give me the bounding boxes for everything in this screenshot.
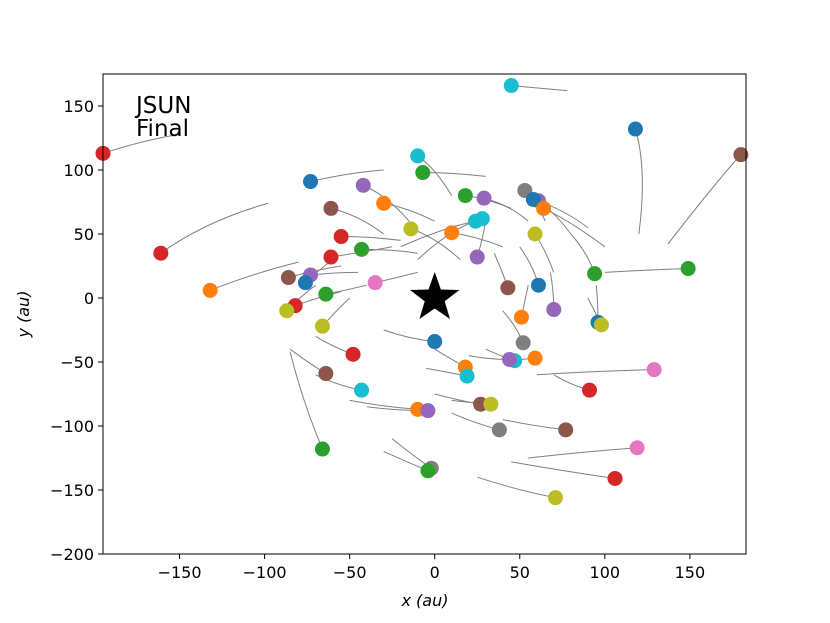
body-point <box>515 335 531 351</box>
trajectory-line <box>634 128 643 235</box>
y-axis-label: y (au) <box>14 291 33 339</box>
body-point <box>318 286 334 302</box>
trajectory-line <box>667 154 742 245</box>
y-tick-label: −200 <box>50 545 94 564</box>
body-point <box>318 366 334 382</box>
body-point <box>547 490 563 506</box>
y-tick-label: −100 <box>50 417 94 436</box>
trajectory-line <box>289 351 323 450</box>
body-point <box>323 249 339 265</box>
body-point <box>279 303 295 319</box>
body-point <box>546 302 562 318</box>
annotation-line-1: JSUN <box>134 93 191 119</box>
trajectory-line <box>604 268 689 273</box>
x-tick-label: −50 <box>333 563 367 582</box>
x-tick-label: 50 <box>510 563 530 582</box>
body-point <box>420 463 436 479</box>
y-tick-label: 150 <box>63 97 94 116</box>
body-point <box>427 334 443 350</box>
body-point <box>525 191 541 207</box>
body-point <box>536 200 552 216</box>
y-tick-label: −50 <box>60 353 94 372</box>
body-point <box>415 165 431 181</box>
annotation-line-2: Final <box>136 116 189 142</box>
body-point <box>410 148 426 164</box>
body-point <box>491 422 507 438</box>
body-point <box>314 441 330 457</box>
body-point <box>280 270 296 286</box>
x-tick-label: −100 <box>243 563 287 582</box>
trajectory-line <box>160 202 269 254</box>
body-point <box>593 317 609 333</box>
body-point <box>680 261 696 277</box>
star-marker <box>409 272 460 320</box>
trajectory-line <box>528 447 638 459</box>
x-tick-label: −150 <box>158 563 202 582</box>
body-point <box>355 177 371 193</box>
body-point <box>530 277 546 293</box>
trajectory-line <box>209 261 299 291</box>
body-point <box>202 282 218 298</box>
body-point <box>527 350 543 366</box>
body-point <box>314 318 330 334</box>
x-tick-label: 150 <box>675 563 706 582</box>
body-point <box>468 213 484 229</box>
y-tick-label: 0 <box>84 289 94 308</box>
body-point <box>420 403 436 419</box>
body-point <box>500 280 516 296</box>
y-tick-label: 50 <box>74 225 94 244</box>
x-axis: −150 −100 −50 0 50 100 150 <box>158 554 706 582</box>
trajectory-line <box>536 369 655 376</box>
y-tick-label: −150 <box>50 481 94 500</box>
body-point <box>367 275 383 291</box>
body-point <box>527 226 543 242</box>
body-point <box>483 396 499 412</box>
body-point <box>297 275 313 291</box>
body-point <box>376 195 392 211</box>
x-axis-label: x (au) <box>401 591 449 610</box>
body-point <box>403 221 419 237</box>
y-tick-label: 100 <box>63 161 94 180</box>
body-point <box>607 470 623 486</box>
body-point <box>457 188 473 204</box>
body-point <box>323 200 339 216</box>
body-point <box>502 351 518 367</box>
body-point <box>513 309 529 325</box>
body-point <box>503 78 519 94</box>
body-point <box>345 346 361 362</box>
trajectory-line <box>511 461 616 479</box>
y-axis: −200 −150 −100 −50 0 50 100 150 <box>50 97 103 564</box>
body-point <box>476 190 492 206</box>
point-layer <box>95 78 749 506</box>
body-point <box>469 249 485 265</box>
body-point <box>444 225 460 241</box>
body-point <box>354 241 370 257</box>
body-point <box>333 229 349 245</box>
star-layer <box>409 272 460 320</box>
plot-frame <box>102 73 747 555</box>
body-point <box>646 362 662 378</box>
body-point <box>459 368 475 384</box>
x-tick-label: 0 <box>430 563 440 582</box>
body-point <box>354 382 370 398</box>
body-point <box>582 382 598 398</box>
body-point <box>629 440 645 456</box>
x-tick-label: 100 <box>590 563 621 582</box>
body-point <box>303 174 319 190</box>
body-point <box>153 245 169 261</box>
body-point <box>733 147 749 163</box>
body-point <box>587 266 603 282</box>
body-point <box>627 121 643 137</box>
body-point <box>558 422 574 438</box>
